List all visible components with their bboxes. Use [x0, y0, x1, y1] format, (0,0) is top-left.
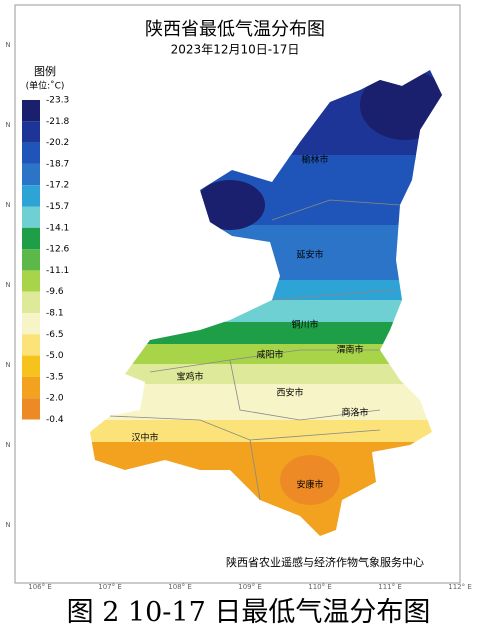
- legend-title: 图例: [34, 64, 56, 78]
- x-axis-label: 112° E: [448, 583, 472, 590]
- legend-label: -3.5: [46, 372, 64, 382]
- temperature-fill: [90, 70, 442, 536]
- city-label: 铜川市: [291, 319, 318, 331]
- legend-label: -12.6: [46, 245, 70, 255]
- legend-label: -0.4: [46, 415, 64, 425]
- city-label: 西安市: [276, 387, 303, 399]
- legend-swatch: [22, 313, 40, 335]
- y-axis-label: N: [5, 201, 10, 209]
- legend-swatch: [22, 334, 40, 356]
- legend-label: -6.5: [46, 330, 64, 340]
- legend-swatch: [22, 376, 40, 399]
- legend-label: -2.0: [46, 394, 64, 404]
- legend-swatch: [22, 206, 40, 228]
- legend-label: -8.1: [46, 309, 64, 319]
- legend-label: -5.0: [46, 351, 64, 361]
- city-label: 渭南市: [336, 344, 363, 356]
- legend-swatch: [22, 121, 40, 143]
- map: 陕西省最低气温分布图 2023年12月10日-17日 图例 (单位:˚C) 陕西…: [5, 4, 472, 590]
- footer: 陕西省农业遥感与经济作物气象服务中心: [226, 555, 424, 569]
- legend-swatch: [22, 270, 40, 292]
- legend-swatch: [22, 163, 40, 186]
- city-label: 汉中市: [131, 432, 158, 444]
- city-label: 安康市: [296, 479, 323, 491]
- y-axis-label: N: [5, 361, 10, 369]
- legend-swatch: [22, 291, 40, 313]
- legend-swatch: [22, 227, 40, 250]
- legend-swatch: [22, 185, 40, 207]
- city-label: 延安市: [296, 249, 323, 261]
- legend-label: -20.2: [46, 138, 69, 148]
- legend-label: -15.7: [46, 202, 69, 212]
- city-label: 咸阳市: [256, 349, 283, 361]
- y-axis-label: N: [5, 441, 10, 449]
- caption: 图 2 10-17 日最低气温分布图: [66, 597, 431, 628]
- x-axis-label: 110° E: [308, 583, 332, 590]
- x-axis-label: 109° E: [238, 583, 262, 590]
- legend-unit: (单位:˚C): [26, 80, 65, 92]
- legend-swatch: [22, 249, 40, 271]
- legend-label: -17.2: [46, 181, 69, 191]
- subtitle: 2023年12月10日-17日: [171, 43, 300, 57]
- legend-label: -11.1: [46, 266, 69, 276]
- x-axis-label: 111° E: [378, 583, 402, 590]
- y-axis-label: N: [5, 121, 10, 129]
- legend-label: -18.7: [46, 159, 69, 169]
- x-axis-label: 107° E: [98, 583, 122, 590]
- legend-swatch: [22, 142, 40, 164]
- legend-label: -23.3: [46, 96, 69, 106]
- y-axis-label: N: [5, 41, 10, 49]
- city-label: 榆林市: [301, 154, 328, 166]
- frame: [14, 4, 461, 584]
- city-label: 商洛市: [341, 407, 368, 419]
- legend-label: -21.8: [46, 117, 70, 127]
- x-axis-label: 108° E: [168, 583, 192, 590]
- y-axis-label: N: [5, 521, 10, 529]
- legend-label: -9.6: [46, 287, 64, 297]
- legend-swatch: [22, 100, 40, 122]
- legend-swatch: [22, 398, 40, 420]
- y-axis-label: N: [5, 281, 10, 289]
- boundaries: [109, 199, 401, 501]
- x-axis-label: 106° E: [28, 583, 52, 590]
- legend-swatch: [22, 355, 40, 377]
- city-label: 宝鸡市: [176, 371, 203, 383]
- legend-label: -14.1: [46, 223, 69, 233]
- title: 陕西省最低气温分布图: [145, 19, 325, 40]
